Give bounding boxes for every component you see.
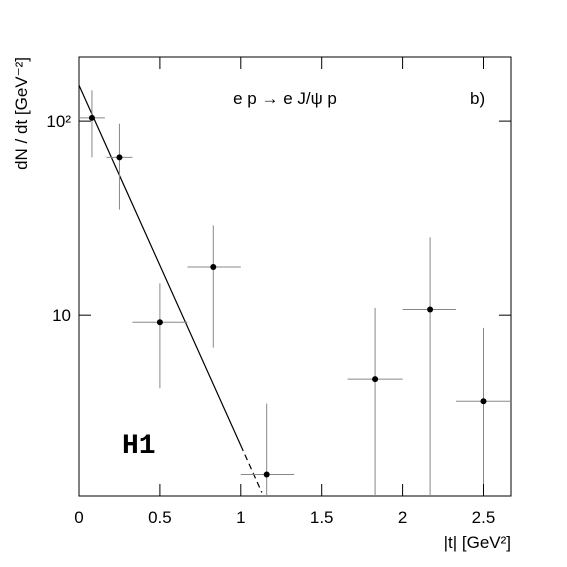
experiment-label: H1: [122, 431, 156, 462]
x-tick-label: 1.5: [310, 508, 334, 527]
data-point: [88, 114, 95, 121]
x-axis-label: |t| [GeV²]: [444, 533, 511, 552]
fit-line: [240, 445, 263, 493]
data-point: [480, 398, 487, 405]
plot-frame: [78, 56, 512, 497]
x-tick-label: 0: [74, 508, 83, 527]
plot-area: [79, 85, 511, 496]
y-tick-label: 10²: [46, 112, 71, 131]
data-point: [116, 154, 123, 161]
fit-line: [79, 85, 242, 446]
data-point: [156, 319, 163, 326]
data-point: [427, 306, 434, 313]
data-point: [210, 264, 217, 271]
x-tick-label: 0.5: [148, 508, 172, 527]
x-tick-label: 2.5: [472, 508, 496, 527]
x-tick-label: 1: [236, 508, 245, 527]
reaction-label: e p → e J/ψ p: [233, 89, 337, 108]
y-tick-label: 10: [52, 306, 71, 325]
x-tick-label: 2: [398, 508, 407, 527]
data-point: [263, 471, 270, 478]
y-axis-label: dN / dt [GeV⁻²]: [12, 57, 31, 170]
data-point: [372, 376, 379, 383]
panel-label: b): [470, 89, 485, 108]
